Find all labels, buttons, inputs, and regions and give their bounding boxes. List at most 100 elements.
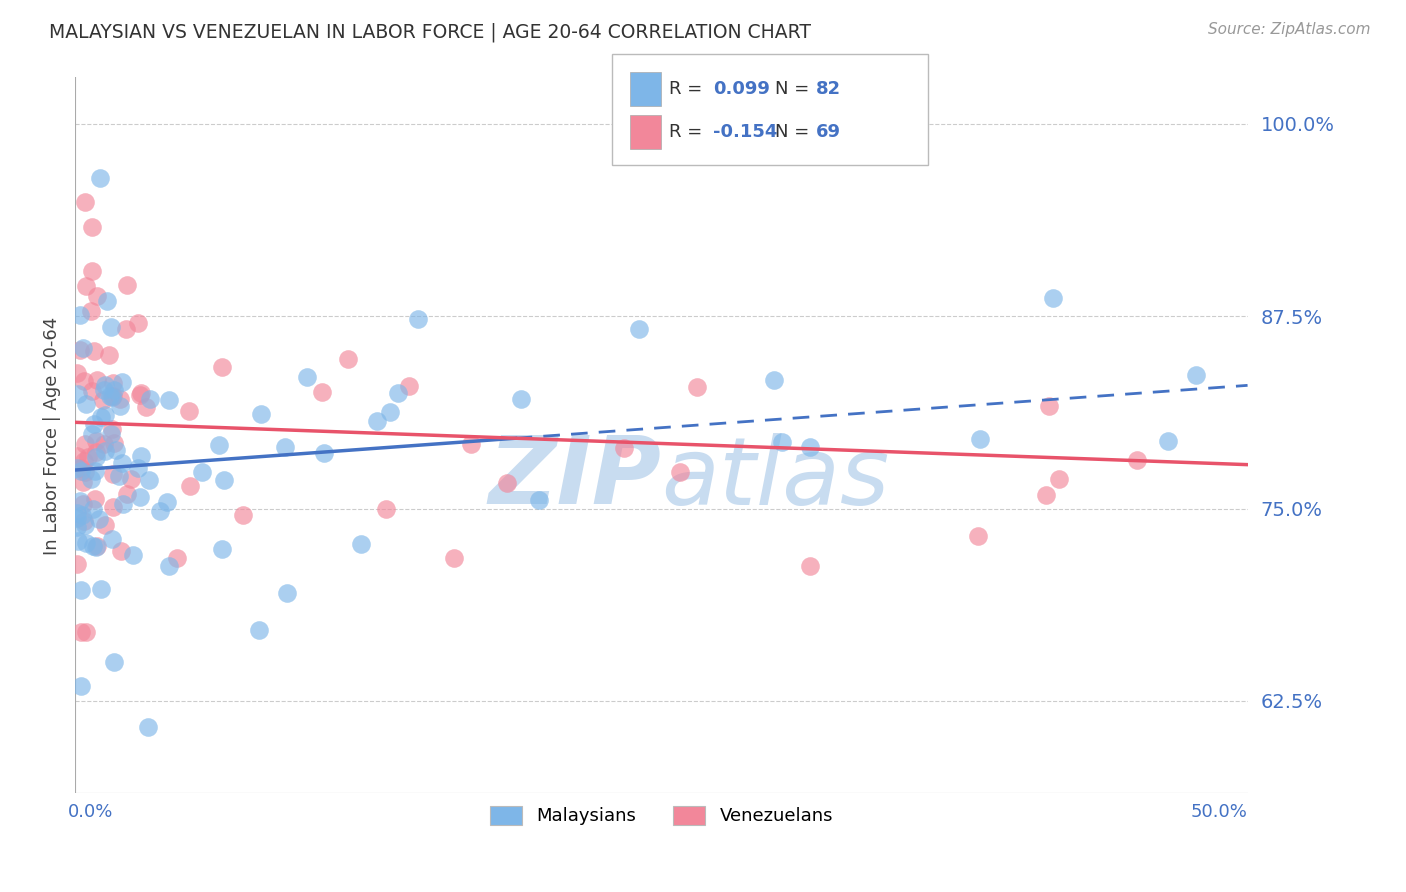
- Point: [66, 460, 89, 475]
- Point: [73, 514, 96, 528]
- Point: [87, 511, 110, 525]
- Point: [67, 533, 90, 548]
- Point: [127, 317, 149, 331]
- Point: [111, 497, 134, 511]
- Point: [110, 399, 132, 413]
- Point: [103, 436, 125, 450]
- Point: [136, 720, 159, 734]
- Point: [128, 388, 150, 402]
- Point: [770, 435, 793, 450]
- Text: 0.099: 0.099: [713, 79, 769, 98]
- Point: [1042, 291, 1064, 305]
- Point: [686, 380, 709, 394]
- Point: [94, 378, 117, 392]
- Point: [66, 520, 89, 534]
- Point: [69, 343, 91, 358]
- Point: [135, 400, 157, 414]
- Point: [111, 376, 134, 390]
- Point: [406, 312, 429, 326]
- Point: [274, 440, 297, 454]
- Point: [157, 558, 180, 573]
- Point: [82, 539, 104, 553]
- Point: [90, 582, 112, 596]
- Point: [138, 392, 160, 406]
- Point: [83, 464, 105, 478]
- Point: [111, 456, 134, 470]
- Point: [72, 341, 94, 355]
- Point: [366, 414, 388, 428]
- Point: [98, 389, 121, 403]
- Point: [128, 491, 150, 505]
- Point: [138, 473, 160, 487]
- Point: [799, 440, 821, 454]
- Point: [93, 392, 115, 407]
- Text: atlas: atlas: [661, 433, 890, 524]
- Point: [69, 309, 91, 323]
- Point: [378, 405, 401, 419]
- Text: R =: R =: [669, 79, 709, 98]
- Text: N =: N =: [775, 79, 814, 98]
- Point: [276, 586, 298, 600]
- Point: [295, 370, 318, 384]
- Point: [969, 432, 991, 446]
- Text: ZIP: ZIP: [488, 433, 661, 524]
- Point: [250, 407, 273, 421]
- Text: 0.0%: 0.0%: [67, 803, 114, 821]
- Point: [191, 465, 214, 479]
- Point: [66, 387, 89, 401]
- Point: [103, 383, 125, 397]
- Point: [214, 474, 236, 488]
- Point: [314, 446, 336, 460]
- Point: [967, 529, 990, 543]
- Point: [75, 465, 97, 479]
- Point: [80, 219, 103, 234]
- Point: [336, 352, 359, 367]
- Point: [129, 449, 152, 463]
- Point: [496, 476, 519, 491]
- Point: [179, 478, 201, 492]
- Point: [115, 487, 138, 501]
- Point: [75, 194, 97, 209]
- Point: [90, 409, 112, 424]
- Point: [105, 443, 128, 458]
- Point: [75, 624, 97, 639]
- Point: [69, 461, 91, 475]
- Point: [75, 437, 97, 451]
- Point: [70, 679, 93, 693]
- Point: [117, 278, 139, 293]
- Point: [1038, 399, 1060, 413]
- Text: 69: 69: [815, 123, 841, 141]
- Text: 50.0%: 50.0%: [1191, 803, 1247, 821]
- Point: [69, 583, 91, 598]
- Point: [94, 408, 117, 422]
- Point: [350, 536, 373, 550]
- Point: [80, 384, 103, 399]
- Point: [387, 385, 409, 400]
- Point: [93, 383, 115, 397]
- Point: [83, 417, 105, 431]
- Point: [83, 343, 105, 358]
- Point: [763, 374, 786, 388]
- Point: [628, 321, 651, 335]
- Text: MALAYSIAN VS VENEZUELAN IN LABOR FORCE | AGE 20-64 CORRELATION CHART: MALAYSIAN VS VENEZUELAN IN LABOR FORCE |…: [49, 22, 811, 42]
- Text: R =: R =: [669, 123, 709, 141]
- Point: [460, 437, 482, 451]
- Point: [1185, 368, 1208, 382]
- Point: [80, 303, 103, 318]
- Point: [72, 475, 94, 490]
- Point: [613, 441, 636, 455]
- Point: [110, 392, 132, 406]
- Point: [103, 656, 125, 670]
- Point: [66, 449, 89, 463]
- Point: [1157, 434, 1180, 449]
- Point: [211, 359, 233, 374]
- Point: [73, 454, 96, 468]
- Point: [529, 492, 551, 507]
- Point: [149, 503, 172, 517]
- Point: [398, 378, 420, 392]
- Point: [93, 437, 115, 451]
- Point: [122, 548, 145, 562]
- Point: [69, 493, 91, 508]
- Point: [157, 393, 180, 408]
- Point: [311, 385, 333, 400]
